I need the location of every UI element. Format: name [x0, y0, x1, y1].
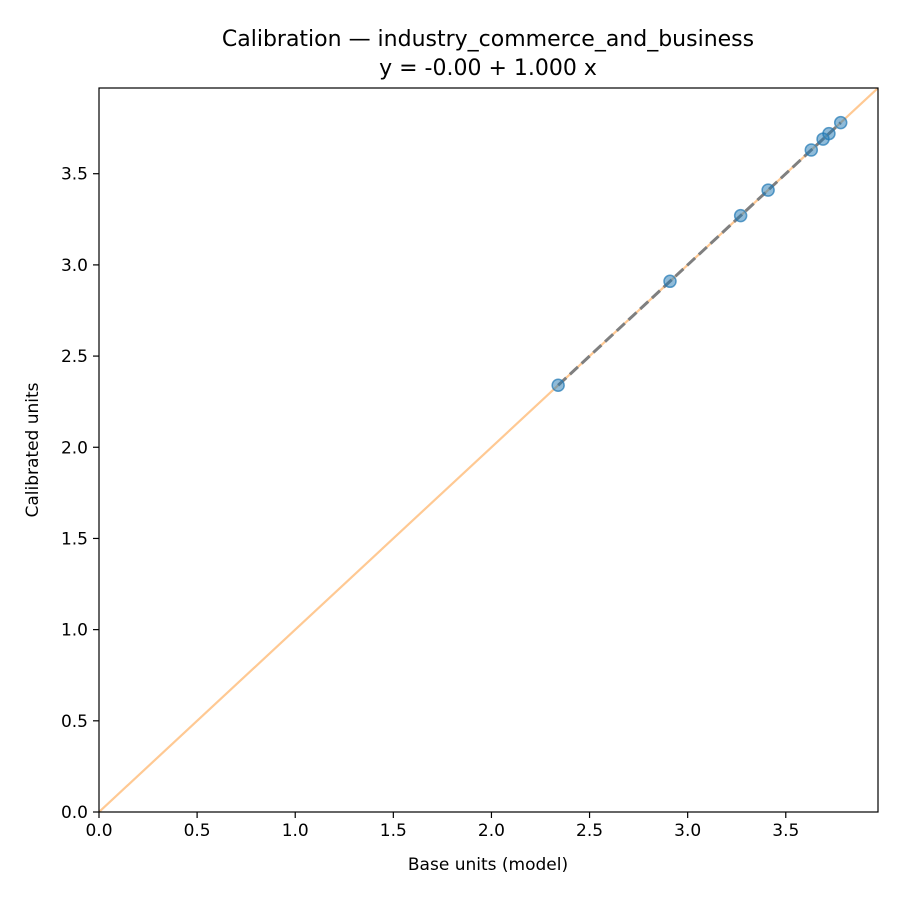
plot-area	[98, 87, 879, 813]
x-tick-label: 0.5	[184, 821, 211, 841]
data-point	[733, 208, 748, 223]
data-point	[551, 378, 565, 393]
data-point	[663, 274, 677, 289]
axes-frame	[98, 87, 879, 813]
data-point	[804, 143, 819, 157]
y-tick-label: 1.5	[61, 529, 88, 549]
y-tick-label: 2.5	[61, 347, 88, 367]
y-axis-label: Calibrated units	[23, 382, 43, 517]
x-tick-label: 1.0	[282, 821, 309, 841]
x-axis-label: Base units (model)	[408, 855, 568, 875]
x-tick-label: 3.0	[674, 821, 701, 841]
data-point	[833, 115, 848, 130]
x-tick-label: 2.0	[478, 821, 505, 841]
x-tick-label: 3.5	[772, 821, 799, 841]
y-tick-label: 1.0	[61, 621, 88, 641]
data-point	[822, 126, 836, 141]
y-tick-label: 3.0	[61, 256, 88, 276]
fit-line	[557, 121, 842, 387]
y-tick-label: 0.5	[61, 712, 88, 732]
x-tick-label: 2.5	[576, 821, 603, 841]
chart-subtitle: y = -0.00 + 1.000 x	[379, 56, 597, 81]
x-tick-label: 1.5	[380, 821, 407, 841]
plot-marks	[99, 88, 878, 812]
y-tick-label: 3.5	[61, 165, 88, 185]
chart-title: Calibration — industry_commerce_and_busi…	[222, 27, 754, 52]
x-tick-label: 0.0	[85, 821, 112, 841]
y-tick-label: 0.0	[61, 803, 88, 823]
y-tick-label: 2.0	[61, 438, 88, 458]
x-axis-ticks: 0.0 0.5 1.0 1.5 2.0 2.5 3.0 3.5	[85, 812, 799, 841]
data-point	[761, 183, 775, 197]
y-axis-ticks: 0.0 0.5 1.0 1.5 2.0 2.5 3.0 3.5	[61, 165, 99, 823]
